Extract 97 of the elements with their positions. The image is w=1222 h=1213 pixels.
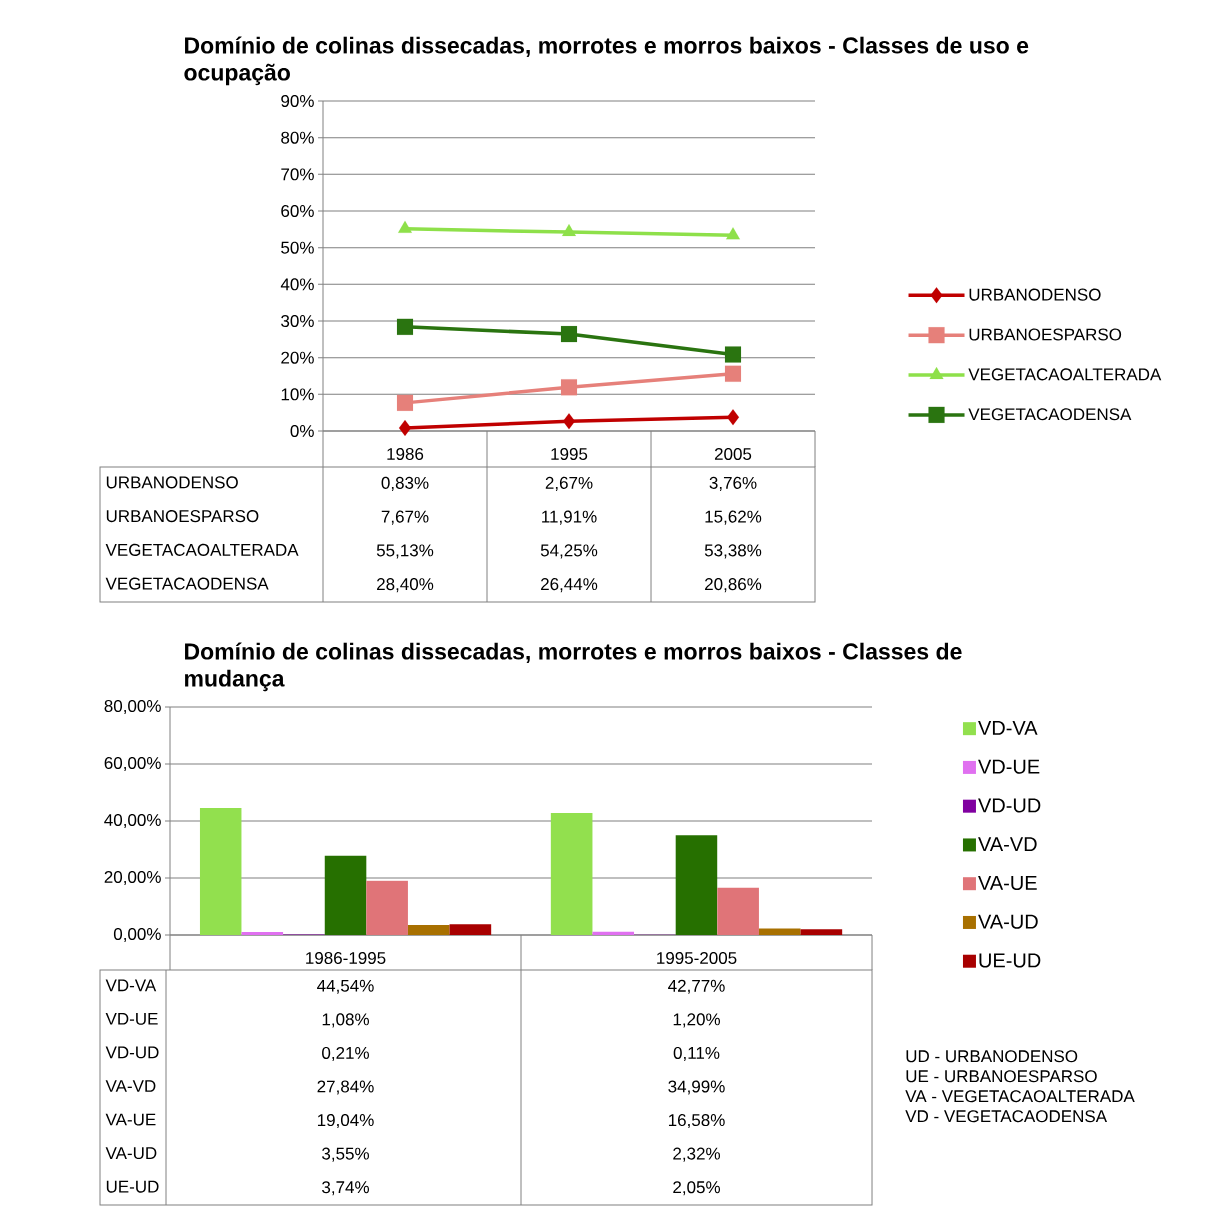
bar (675, 835, 718, 935)
y-tick-label: 40% (280, 278, 314, 291)
data-label: 19,04% (317, 1114, 374, 1129)
data-label: 27,84% (317, 1080, 374, 1095)
bar (449, 924, 492, 935)
point (562, 413, 576, 430)
data-label: 42,77% (668, 979, 725, 994)
legend-label: VD-VA (978, 721, 1038, 735)
legend-label: URBANODENSO (969, 288, 1101, 301)
text: UE - URBANOESPARSO (906, 1070, 1097, 1083)
text: VA-UE (105, 1113, 156, 1126)
data-label: 44,54% (317, 979, 374, 994)
data-label: 0,83% (381, 476, 429, 491)
data-label: 7,67% (381, 510, 429, 525)
text: VA-UD (105, 1147, 157, 1160)
text: URBANODENSO (106, 476, 238, 489)
data-label: 34,99% (668, 1080, 725, 1095)
bar (241, 931, 284, 935)
data-label: 2,67% (545, 476, 593, 491)
data-label: 20,86% (705, 578, 762, 593)
bar (407, 924, 450, 935)
data-label: 3,74% (322, 1181, 369, 1196)
y-tick-label: 90% (281, 94, 314, 108)
legend-label: VEGETACAODENSA (968, 408, 1132, 421)
chart-title: Domínio de colinas dissecadas, morrotes e morros baixos - Classes de uso e ocupação (184, 36, 1029, 86)
x-tick-label: 1995 (551, 447, 588, 461)
text: UE-UD (106, 1180, 159, 1193)
y-tick-label: 0,00% (113, 927, 161, 943)
data-label: 55,13% (376, 544, 434, 559)
x-tick-label: 1986-1995 (306, 951, 386, 965)
point (396, 394, 414, 411)
y-tick-label: 0% (290, 424, 314, 438)
data-label: 26,44% (541, 578, 598, 593)
data-label: 28,40% (377, 578, 434, 593)
data-label: 3,55% (322, 1147, 369, 1162)
legend-label: VD-UE (978, 759, 1040, 774)
point (726, 227, 740, 240)
data-label: 16,58% (668, 1114, 725, 1129)
y-tick-label: 10% (281, 388, 314, 401)
legend-label: VEGETACAOALTERADA (968, 368, 1162, 381)
legend-label: URBANOESPARSO (969, 328, 1122, 341)
y-tick-label: 20% (281, 351, 314, 364)
data-label: 2,32% (673, 1147, 720, 1162)
text: VEGETACAOALTERADA (105, 543, 299, 556)
bar (800, 929, 843, 935)
x-tick-label: 1995-2005 (657, 951, 737, 965)
legend-label: VA-UD (978, 914, 1038, 929)
data-label: 3,76% (709, 476, 757, 491)
point (724, 346, 742, 363)
data-label: 1,20% (673, 1013, 720, 1028)
data-label: 0,21% (322, 1046, 369, 1061)
y-tick-label: 80% (281, 131, 314, 144)
legend-label: VA-VD (978, 837, 1037, 852)
text: VA - VEGETACAOALTERADA (905, 1090, 1135, 1103)
text: VD-UE (105, 1012, 158, 1025)
bar (199, 808, 242, 935)
y-tick-label: 60,00% (104, 756, 161, 772)
text: URBANOESPARSO (106, 510, 259, 523)
y-tick-label: 50% (281, 241, 314, 254)
text: VD-VA (105, 979, 157, 992)
y-tick-label: 80,00% (104, 699, 161, 715)
bar (717, 887, 759, 935)
point (560, 325, 578, 343)
data-label: 53,38% (704, 544, 762, 559)
x-tick-label: 2005 (714, 447, 752, 461)
legend-label: UE-UD (979, 953, 1041, 968)
x-tick-label: 1986 (387, 447, 424, 461)
text: VA-VD (105, 1080, 156, 1092)
y-tick-label: 20,00% (104, 870, 161, 886)
legend-label: VA-UE (978, 876, 1037, 891)
bar (758, 928, 801, 935)
point (398, 220, 412, 233)
bar (366, 880, 408, 935)
point (398, 419, 412, 437)
text: VEGETACAODENSA (105, 577, 269, 590)
data-label: 54,25% (540, 544, 598, 559)
text: VD - VEGETACAODENSA (905, 1110, 1108, 1123)
bar (324, 855, 367, 935)
chart-title: Domínio de colinas dissecadas, morrotes e morros baixos - Classes de mudança (185, 642, 962, 692)
text: VD-UD (105, 1046, 159, 1059)
legend-label: VD-UD (978, 798, 1041, 813)
point (562, 224, 576, 237)
point (396, 318, 414, 335)
y-tick-label: 30% (281, 314, 314, 328)
point (724, 365, 742, 382)
data-label: 1,08% (322, 1013, 369, 1028)
point (560, 379, 578, 396)
data-label: 11,91% (542, 510, 597, 525)
y-tick-label: 60% (281, 204, 314, 218)
text: UD - URBANODENSO (906, 1050, 1078, 1063)
data-label: 2,05% (673, 1181, 720, 1196)
data-label: 15,62% (705, 510, 762, 525)
point (726, 409, 740, 426)
y-tick-label: 70% (281, 168, 314, 181)
bar (550, 813, 593, 935)
data-label: 0,11% (673, 1046, 720, 1061)
y-tick-label: 40,00% (104, 813, 161, 829)
